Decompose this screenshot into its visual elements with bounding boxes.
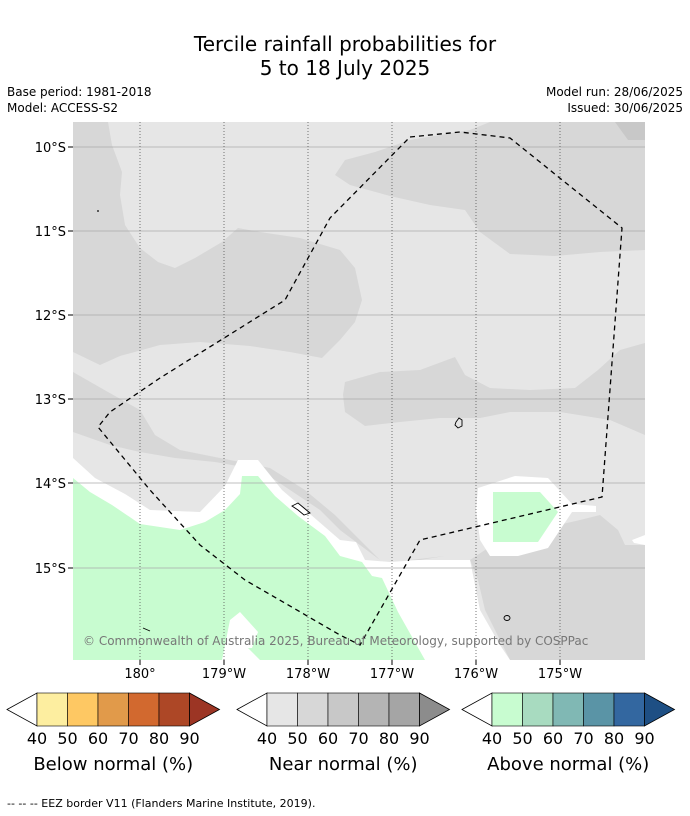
colorbar-tick-label: 40 xyxy=(257,729,277,748)
near-normal-region-corner xyxy=(615,122,645,140)
colorbar-tick-label: 80 xyxy=(379,729,399,748)
lat-label: 11°S xyxy=(35,225,66,240)
colorbar-tick-label: 60 xyxy=(318,729,338,748)
colorbar-swatch xyxy=(613,692,645,727)
copyright-text: © Commonwealth of Australia 2025, Bureau… xyxy=(83,634,588,648)
colorbar-swatch xyxy=(552,692,584,727)
island-southwest xyxy=(142,627,151,632)
colorbar-under-arrow xyxy=(461,692,493,727)
colorbar-swatch xyxy=(522,692,554,727)
island-southeast xyxy=(503,615,511,621)
longitude-labels: 180° 179°W 178°W 177°W 176°W 175°W xyxy=(124,667,582,682)
map-panel: © Commonwealth of Australia 2025, Bureau… xyxy=(68,122,645,665)
colorbar-swatch xyxy=(158,692,190,727)
colorbar-over-arrow xyxy=(419,692,451,727)
colorbar-tick-label: 50 xyxy=(512,729,532,748)
map-title-line1: Tercile rainfall probabilities for xyxy=(193,32,497,56)
colorbar-tick-label: 60 xyxy=(543,729,563,748)
colorbar-swatch xyxy=(491,692,523,727)
lon-label: 175°W xyxy=(538,667,582,682)
latitude-labels: 10°S 11°S 12°S 13°S 14°S 15°S xyxy=(35,141,66,577)
lon-label: 180° xyxy=(124,667,155,682)
lon-label: 178°W xyxy=(286,667,330,682)
colorbar-swatch xyxy=(358,692,390,727)
lon-label: 177°W xyxy=(370,667,414,682)
colorbar-tick-label: 40 xyxy=(27,729,47,748)
colorbar-title: Below normal (%) xyxy=(33,754,193,775)
island-west xyxy=(291,502,311,516)
colorbar-tick-label: 90 xyxy=(179,729,199,748)
colorbar-tick-label: 70 xyxy=(118,729,138,748)
lat-label: 15°S xyxy=(35,562,66,577)
lon-label: 179°W xyxy=(202,667,246,682)
colorbar-tick-label: 40 xyxy=(482,729,502,748)
lat-label: 10°S xyxy=(35,141,66,156)
colorbar-swatch xyxy=(297,692,329,727)
colorbar-title: Above normal (%) xyxy=(487,754,649,775)
issued-text: Issued: 30/06/2025 xyxy=(567,101,683,115)
colorbar-swatch xyxy=(97,692,129,727)
colorbar-swatch xyxy=(583,692,615,727)
near-normal-region-center xyxy=(343,343,645,435)
colorbar-tick-label: 80 xyxy=(604,729,624,748)
eez-footnote: -- -- -- EEZ border V11 (Flanders Marine… xyxy=(7,797,316,810)
map-title-line2: 5 to 18 July 2025 xyxy=(259,56,431,80)
lon-label: 176°W xyxy=(454,667,498,682)
colorbar-under-arrow xyxy=(6,692,38,727)
lat-label: 12°S xyxy=(35,309,66,324)
colorbar-3: 40 50 60 70 80 90 Above normal (%) xyxy=(461,692,676,775)
above-normal-region-east xyxy=(493,492,558,542)
colorbar-swatch xyxy=(266,692,298,727)
white-cutout-southwest xyxy=(240,612,258,648)
near-normal-region-northeast xyxy=(335,122,645,256)
colorbar-tick-label: 50 xyxy=(57,729,77,748)
model-text: Model: ACCESS-S2 xyxy=(7,101,119,115)
base-period-text: Base period: 1981-2018 xyxy=(7,85,152,99)
colorbar-tick-label: 80 xyxy=(149,729,169,748)
colorbar-tick-label: 70 xyxy=(348,729,368,748)
colorbar-tick-label: 90 xyxy=(409,729,429,748)
colorbar-2: 40 50 60 70 80 90 Near normal (%) xyxy=(236,692,451,775)
colorbar-tick-label: 50 xyxy=(287,729,307,748)
colorbar-swatch xyxy=(327,692,359,727)
lat-label: 14°S xyxy=(35,477,66,492)
colorbar-under-arrow xyxy=(236,692,268,727)
colorbar-1: 40 50 60 70 80 90 Below normal (%) xyxy=(6,692,221,775)
colorbar-over-arrow xyxy=(644,692,676,727)
near-normal-region-south xyxy=(73,372,645,660)
lat-label: 13°S xyxy=(35,393,66,408)
colorbar-title: Near normal (%) xyxy=(269,754,418,775)
latitude-gridlines xyxy=(73,146,645,569)
colorbars: 40 50 60 70 80 90 Below normal (%) 40 50 60 70 80 90… xyxy=(6,692,676,775)
white-region-edge xyxy=(632,535,645,545)
colorbar-swatch xyxy=(67,692,99,727)
island-rotuma-like xyxy=(454,417,463,429)
colorbar-swatch xyxy=(388,692,420,727)
colorbar-over-arrow xyxy=(189,692,221,727)
colorbar-tick-label: 70 xyxy=(573,729,593,748)
colorbar-tick-label: 60 xyxy=(88,729,108,748)
colorbar-swatch xyxy=(128,692,160,727)
eez-border xyxy=(97,131,623,646)
near-normal-region-west xyxy=(73,122,362,365)
colorbar-tick-label: 90 xyxy=(634,729,654,748)
model-run-text: Model run: 28/06/2025 xyxy=(545,85,683,99)
island-dot xyxy=(97,210,99,212)
colorbar-swatch xyxy=(36,692,68,727)
axis-ticks xyxy=(68,146,561,665)
